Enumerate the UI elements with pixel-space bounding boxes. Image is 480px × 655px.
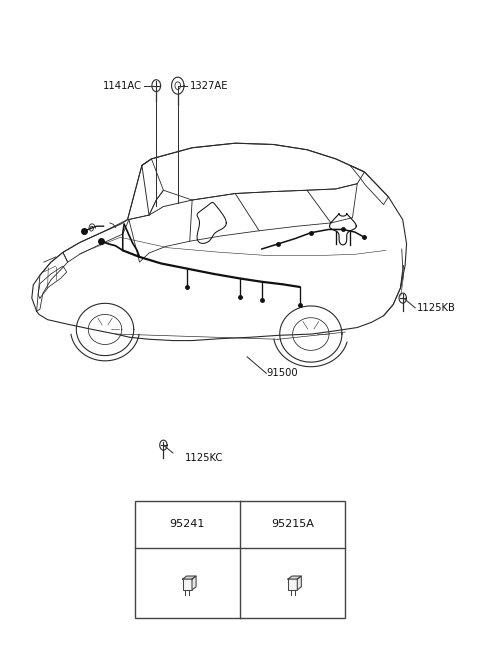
Text: 1141AC: 1141AC [103,81,142,90]
Bar [288,579,297,590]
Polygon shape [288,576,301,579]
Polygon shape [297,576,301,590]
Polygon shape [183,576,196,579]
Text: 1327AE: 1327AE [190,81,228,90]
Text: 1125KC: 1125KC [185,453,223,463]
Text: 95241: 95241 [169,519,205,529]
Polygon shape [192,576,196,590]
Bar [183,579,192,590]
Text: 1125KB: 1125KB [417,303,456,313]
Bar [135,500,345,618]
Text: 95215A: 95215A [271,519,314,529]
Text: 91500: 91500 [266,368,298,378]
